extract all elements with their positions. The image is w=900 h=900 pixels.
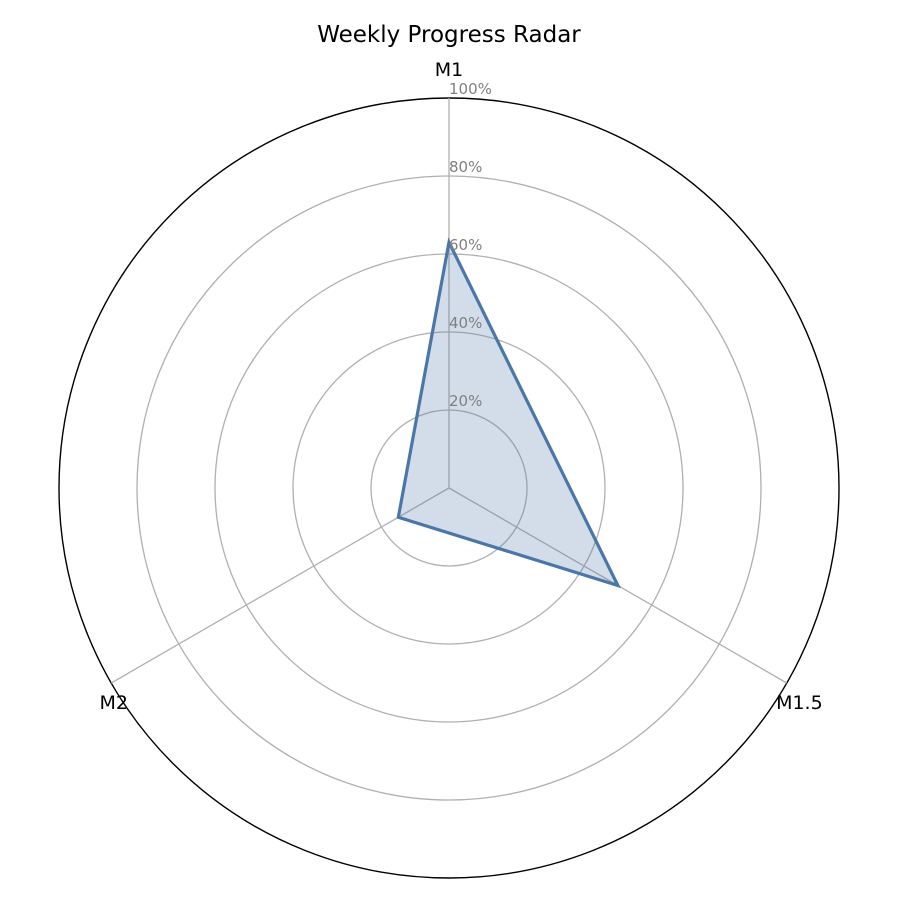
- data-line: [396, 237, 621, 589]
- radial-tick-label-40: 40%: [449, 314, 482, 332]
- radial-tick-label-20: 20%: [449, 392, 482, 410]
- category-labels: M1 M1.5 M2: [99, 59, 822, 714]
- radial-tick-labels: 20% 40% 60% 80% 100%: [449, 80, 492, 410]
- category-label-M1: M1: [435, 59, 463, 81]
- spoke-M2: [110, 487, 450, 684]
- radar-data: [396, 237, 621, 589]
- radial-tick-label-80: 80%: [449, 158, 482, 176]
- chart-title: Weekly Progress Radar: [317, 22, 581, 48]
- data-area: [398, 242, 618, 586]
- radial-tick-label-100: 100%: [449, 80, 492, 98]
- category-label-M1.5: M1.5: [776, 692, 823, 714]
- category-label-M2: M2: [99, 692, 127, 714]
- radial-tick-label-60: 60%: [449, 236, 482, 254]
